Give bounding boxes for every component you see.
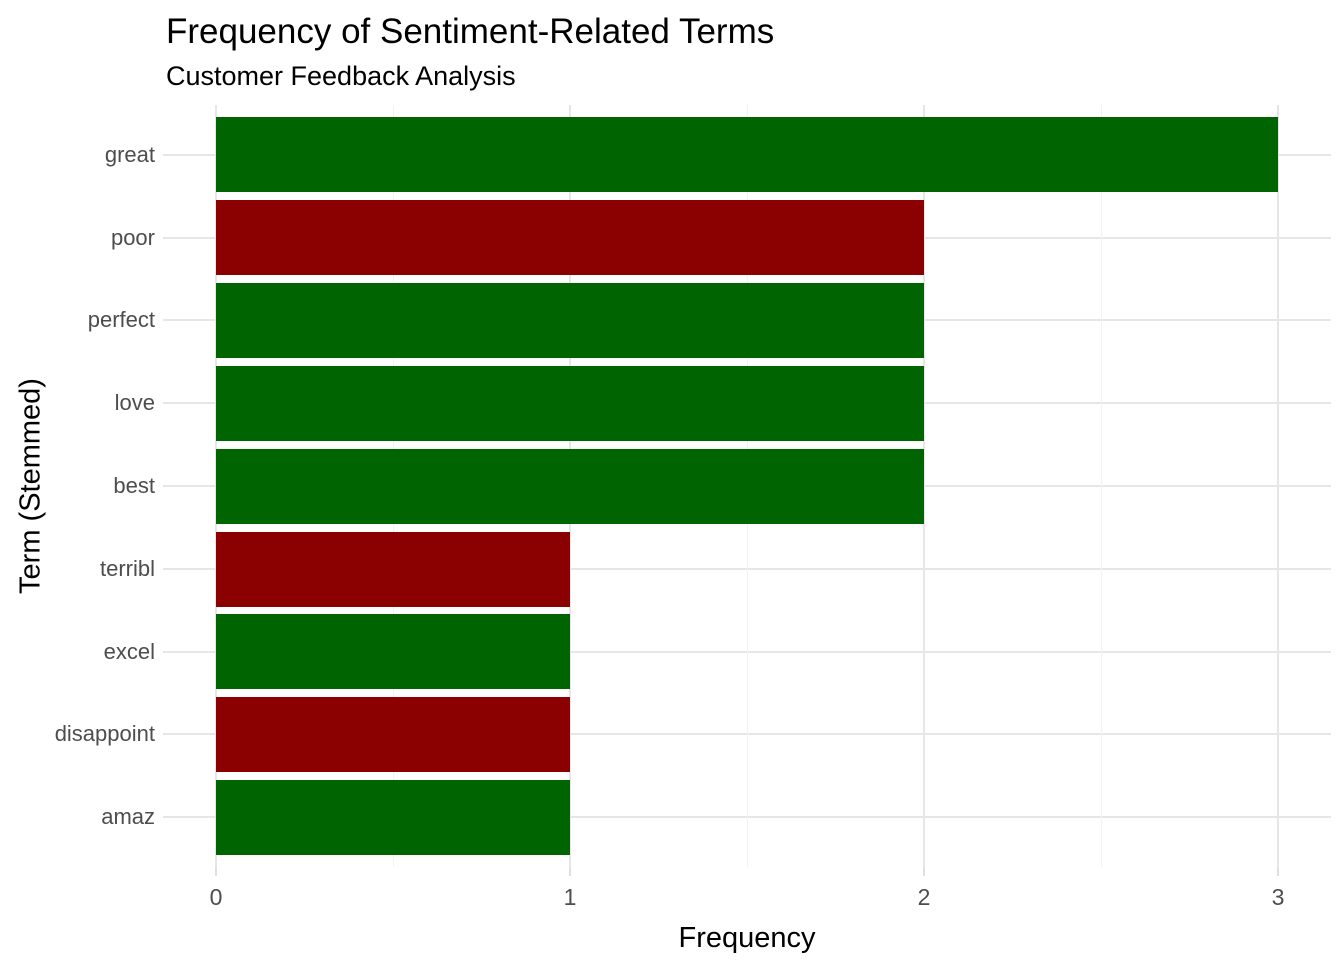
- y-tick-label: amaz: [101, 804, 155, 830]
- plot-panel: [163, 105, 1331, 867]
- x-tick-label: 2: [917, 884, 931, 910]
- y-tick-label: terribl: [99, 555, 155, 581]
- bar-terribl: [216, 532, 570, 607]
- bar-great: [216, 117, 1278, 192]
- x-tick-label: 1: [563, 884, 577, 910]
- chart-title: Frequency of Sentiment-Related Terms: [166, 12, 775, 51]
- bar-love: [216, 366, 924, 441]
- x-tick-mark: [569, 867, 571, 876]
- bar-amaz: [216, 780, 570, 855]
- gridline-vertical-major: [1277, 105, 1279, 867]
- x-tick-label: 3: [1271, 884, 1285, 910]
- gridline-vertical-minor: [1101, 105, 1102, 867]
- y-tick-label: poor: [110, 224, 155, 250]
- y-tick-label: disappoint: [54, 721, 155, 747]
- y-tick-label: perfect: [87, 307, 155, 333]
- bar-excel: [216, 614, 570, 689]
- y-tick-label: excel: [103, 638, 155, 664]
- bar-perfect: [216, 283, 924, 358]
- y-tick-label: best: [113, 473, 155, 498]
- y-tick-label: great: [104, 141, 155, 167]
- bar-poor: [216, 200, 924, 275]
- x-axis-title: Frequency: [678, 922, 816, 954]
- x-tick-mark: [923, 867, 925, 876]
- y-tick-label: love: [114, 390, 155, 416]
- chart-subtitle: Customer Feedback Analysis: [166, 61, 516, 91]
- x-tick-label: 0: [209, 884, 223, 910]
- x-tick-mark: [1277, 867, 1279, 876]
- bar-disappoint: [216, 697, 570, 772]
- x-tick-mark: [215, 867, 217, 876]
- bar-best: [216, 449, 924, 524]
- gridline-vertical-major: [923, 105, 925, 867]
